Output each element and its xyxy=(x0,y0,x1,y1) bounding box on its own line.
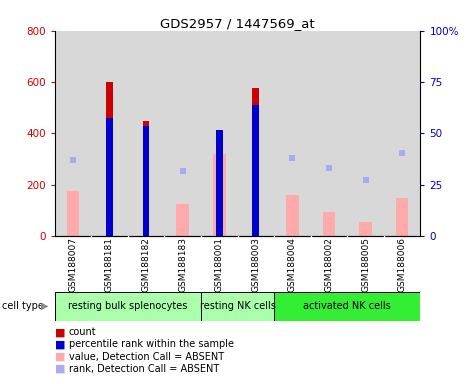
Text: GDS2957 / 1447569_at: GDS2957 / 1447569_at xyxy=(160,17,315,30)
Bar xyxy=(253,88,259,236)
Text: activated NK cells: activated NK cells xyxy=(304,301,391,311)
Bar xyxy=(274,31,311,236)
Bar xyxy=(286,195,299,236)
Text: value, Detection Call = ABSENT: value, Detection Call = ABSENT xyxy=(69,352,224,362)
Text: cell type: cell type xyxy=(2,301,44,311)
Text: resting bulk splenocytes: resting bulk splenocytes xyxy=(68,301,188,311)
Bar xyxy=(91,31,128,236)
Bar xyxy=(274,292,420,321)
Text: GSM188181: GSM188181 xyxy=(105,237,114,292)
Text: GSM188002: GSM188002 xyxy=(324,237,333,292)
Text: GSM188183: GSM188183 xyxy=(178,237,187,292)
Bar xyxy=(359,222,372,236)
Text: ■: ■ xyxy=(55,327,65,337)
Text: GSM188007: GSM188007 xyxy=(68,237,77,292)
Bar xyxy=(238,31,274,236)
Bar xyxy=(201,292,274,321)
Text: ■: ■ xyxy=(55,364,65,374)
Bar xyxy=(384,31,420,236)
Text: resting NK cells: resting NK cells xyxy=(200,301,276,311)
Text: count: count xyxy=(69,327,96,337)
Bar xyxy=(201,31,238,236)
Bar xyxy=(347,31,384,236)
Text: GSM188003: GSM188003 xyxy=(251,237,260,292)
Bar xyxy=(128,31,164,236)
Bar xyxy=(55,292,201,321)
Bar xyxy=(176,204,189,236)
Bar xyxy=(213,154,226,236)
Bar xyxy=(106,82,113,236)
Text: rank, Detection Call = ABSENT: rank, Detection Call = ABSENT xyxy=(69,364,219,374)
Text: ■: ■ xyxy=(55,339,65,349)
Bar xyxy=(311,31,347,236)
Bar xyxy=(55,31,91,236)
Text: GSM188006: GSM188006 xyxy=(398,237,407,292)
Bar xyxy=(396,198,408,236)
Text: percentile rank within the sample: percentile rank within the sample xyxy=(69,339,234,349)
Bar xyxy=(323,212,335,236)
Bar xyxy=(216,129,222,236)
Text: GSM188005: GSM188005 xyxy=(361,237,370,292)
Bar xyxy=(164,31,201,236)
Text: ▶: ▶ xyxy=(41,301,49,311)
Text: GSM188001: GSM188001 xyxy=(215,237,224,292)
Bar xyxy=(66,191,79,236)
Text: GSM188004: GSM188004 xyxy=(288,237,297,292)
Bar xyxy=(143,126,149,236)
Text: ■: ■ xyxy=(55,352,65,362)
Bar xyxy=(253,105,259,236)
Bar xyxy=(106,118,113,236)
Text: GSM188182: GSM188182 xyxy=(142,237,151,292)
Bar xyxy=(143,121,149,236)
